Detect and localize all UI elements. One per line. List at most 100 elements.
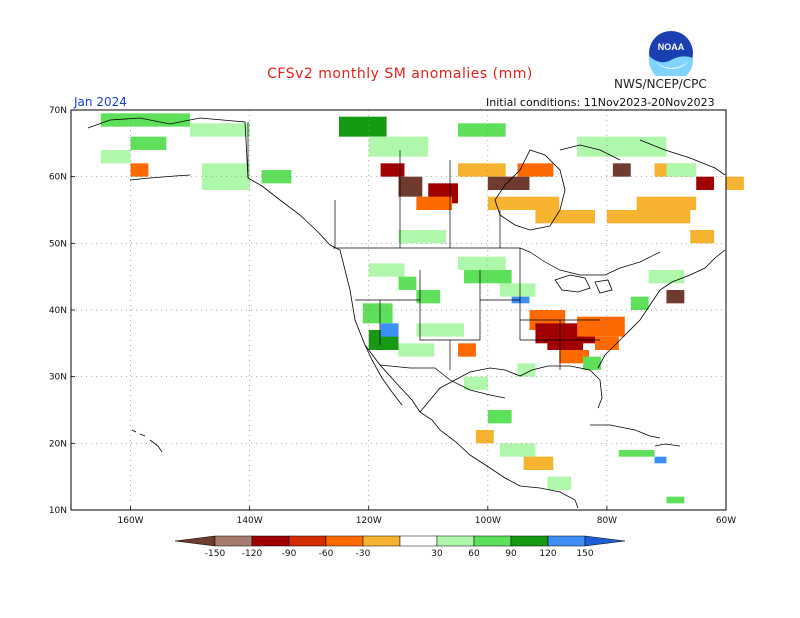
lat-label: 50N <box>49 239 67 249</box>
anomaly-patch <box>487 410 512 424</box>
anomaly-patch <box>202 163 250 190</box>
anomaly-patch <box>666 163 697 177</box>
anomaly-patch <box>398 230 447 244</box>
legend-label: -120 <box>242 549 263 559</box>
anomaly-patch <box>398 276 417 290</box>
legend-label: 90 <box>505 549 517 559</box>
us-mexico-border <box>379 364 506 399</box>
anomaly-patch <box>648 270 685 284</box>
longitude-labels: 160W 140W 120W 100W 80W 60W <box>118 506 736 526</box>
lon-label: 80W <box>597 516 617 526</box>
anomaly-patch <box>696 176 715 190</box>
legend-label: 60 <box>468 549 480 559</box>
legend-label: -30 <box>356 549 371 559</box>
latitude-labels: 70N 60N 50N 40N 30N 20N 10N <box>49 106 75 516</box>
legend-swatch <box>510 535 549 547</box>
anomaly-patch <box>559 350 590 364</box>
anomaly-patch <box>464 270 512 284</box>
anomaly-patch <box>416 290 441 304</box>
coastlines <box>87 117 726 509</box>
lat-label: 10N <box>49 506 67 516</box>
anomaly-patch <box>398 343 435 357</box>
anomaly-patch <box>380 323 399 337</box>
canada-provinces <box>334 150 501 248</box>
lon-label: 100W <box>475 516 501 526</box>
map-grid <box>71 110 726 510</box>
anomaly-patch <box>606 210 691 224</box>
gulf-coast <box>419 365 603 413</box>
anomaly-patch <box>458 123 506 137</box>
map-title: CFSv2 monthly SM anomalies (mm) <box>267 66 533 82</box>
anomaly-patches <box>100 113 744 504</box>
anomaly-patch <box>475 430 494 444</box>
baja-peninsula <box>364 344 403 406</box>
lat-label: 20N <box>49 439 67 449</box>
anomaly-patch <box>458 343 476 357</box>
anomaly-patch <box>577 136 667 157</box>
anomaly-patch <box>666 290 685 304</box>
hawaii-islands <box>131 429 163 453</box>
anomaly-patch <box>517 163 554 177</box>
legend-arrow-high <box>584 535 626 547</box>
anomaly-patch <box>595 336 619 350</box>
legend-label: -150 <box>205 549 226 559</box>
anomaly-patch <box>666 496 685 504</box>
legend-arrow-low <box>174 535 216 547</box>
lat-label: 30N <box>49 373 67 383</box>
lat-label: 40N <box>49 306 67 316</box>
anomaly-patch <box>630 296 649 310</box>
legend-swatch <box>362 535 401 547</box>
hudson-bay <box>494 149 566 231</box>
anomaly-patch <box>636 196 697 210</box>
logo-text: NOAA <box>658 42 685 52</box>
legend-swatch <box>325 535 364 547</box>
anomaly-patch <box>380 163 405 177</box>
alaska-coast <box>87 117 579 509</box>
anomaly-patch <box>511 296 530 304</box>
legend-label: 150 <box>576 549 593 559</box>
noaa-logo: NOAA <box>649 31 693 76</box>
anomaly-patch <box>690 230 715 244</box>
legend-label: 120 <box>539 549 556 559</box>
great-lakes <box>554 274 613 294</box>
agency-label: NWS/NCEP/CPC <box>614 77 707 91</box>
lat-label: 70N <box>49 106 67 116</box>
anomaly-patch <box>368 136 429 157</box>
anomaly-patch <box>130 136 167 150</box>
legend-swatch <box>214 535 253 547</box>
anomaly-patch <box>523 456 554 470</box>
legend-swatch <box>399 535 438 547</box>
anomaly-patch <box>499 443 536 457</box>
anomaly-patch <box>464 376 488 390</box>
legend-swatch <box>547 535 586 547</box>
lon-label: 160W <box>118 516 144 526</box>
hispaniola <box>654 443 681 447</box>
anomaly-patch <box>458 256 506 270</box>
lon-label: 140W <box>237 516 263 526</box>
anomaly-patch <box>487 176 530 190</box>
legend-label: -90 <box>282 549 297 559</box>
legend-label: -60 <box>319 549 334 559</box>
anomaly-patch <box>499 283 536 297</box>
anomaly-patch <box>612 163 631 177</box>
anomaly-patch <box>190 123 250 137</box>
arctic-islands <box>559 139 726 176</box>
state-lines <box>355 248 600 370</box>
aleutian-chain <box>129 174 191 181</box>
legend-swatch <box>251 535 290 547</box>
anomaly-patch <box>458 163 506 177</box>
anomaly-patch <box>547 476 572 490</box>
anomaly-patch <box>517 363 536 377</box>
anomaly-patch <box>368 263 405 277</box>
lat-label: 60N <box>49 173 67 183</box>
legend-swatch <box>473 535 512 547</box>
anomaly-patch <box>726 176 744 190</box>
east-coast <box>597 249 726 369</box>
color-legend: -150 -120 -90 -60 -30 30 60 90 120 150 <box>174 535 626 559</box>
lon-label: 120W <box>356 516 382 526</box>
cuba <box>590 424 661 439</box>
forecast-month: Jan 2024 <box>74 95 127 109</box>
anomaly-patch <box>577 316 625 337</box>
anomaly-patch <box>487 196 560 210</box>
